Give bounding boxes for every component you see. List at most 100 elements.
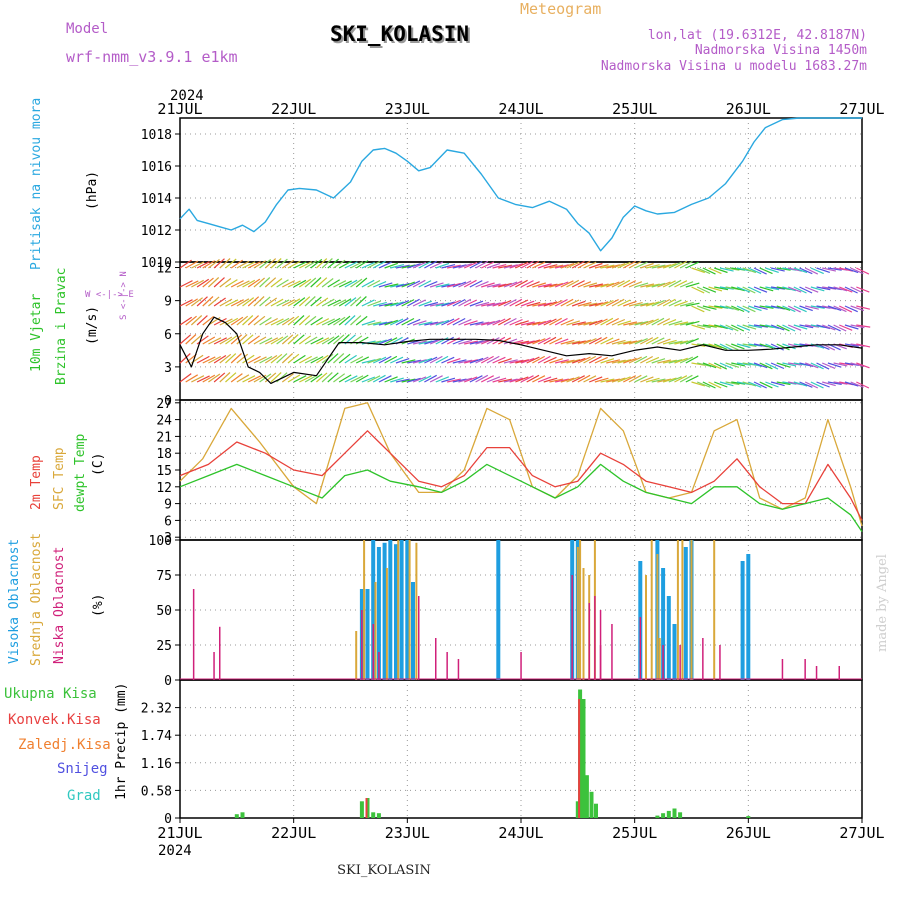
wind-barb	[850, 286, 864, 294]
wind-barb	[202, 315, 215, 326]
time-label-bottom: 26JUL	[726, 824, 771, 842]
wind-barb	[361, 299, 375, 307]
wind-barb	[424, 374, 437, 383]
wind-barb	[452, 298, 466, 307]
wind-barb	[372, 374, 386, 383]
time-label-bottom: 22JUL	[271, 824, 316, 842]
wind-barb	[316, 297, 329, 307]
cloud-bar	[815, 666, 818, 680]
wind-barb	[526, 301, 541, 307]
wind-barb	[662, 263, 677, 269]
wind-barb	[560, 339, 575, 345]
pressure-unit: (hPa)	[85, 171, 100, 210]
wind-barb	[355, 296, 367, 307]
wind-barb	[543, 318, 557, 326]
wind-barb	[287, 280, 301, 288]
wind-barb	[276, 258, 288, 269]
cloud-bar	[576, 547, 579, 680]
wind-barb	[310, 316, 323, 326]
wind-barb	[708, 362, 722, 370]
wind-barb	[702, 362, 717, 369]
wind-barb	[827, 362, 842, 368]
wind-barb	[594, 283, 609, 288]
wind-barb	[566, 320, 580, 326]
wind-barb	[748, 286, 762, 294]
time-label-bottom: 25JUL	[612, 824, 657, 842]
precip-tick-label: 1.16	[141, 757, 172, 772]
wind-barb	[390, 318, 404, 326]
wind-barb	[395, 264, 410, 269]
wind-barb	[367, 375, 381, 383]
wind-barb	[571, 280, 585, 288]
lonlat-text: lon,lat (19.6312E, 42.8187N)	[648, 28, 867, 43]
model-altitude-text: Nadmorska Visina u modelu 1683.27m	[601, 59, 867, 74]
wind-barb	[464, 359, 478, 364]
wind-barb	[333, 299, 347, 307]
cloud-bar	[372, 624, 374, 680]
wind-barb	[691, 286, 705, 294]
wind-barb	[344, 354, 357, 364]
wind-barb	[230, 280, 244, 288]
wind-barb	[770, 305, 785, 310]
cloud-bar	[192, 589, 195, 680]
wind-barb	[344, 297, 357, 307]
wind-barb	[208, 337, 222, 345]
precip-tick-label: 1.74	[141, 729, 172, 744]
wind-barb	[628, 356, 642, 364]
wind-barb	[753, 286, 768, 293]
wind-barb	[594, 318, 608, 326]
wind-barb	[787, 286, 802, 293]
wind-barb	[526, 260, 540, 269]
wind-barb	[543, 283, 558, 288]
cloud-bar	[804, 659, 806, 680]
wind-barb	[463, 279, 477, 288]
wind-barb	[560, 280, 574, 288]
wind-barb	[810, 305, 825, 309]
wind-barb	[367, 260, 381, 269]
wind-barb	[469, 340, 484, 345]
wind-barb	[804, 286, 819, 293]
wind-barb	[822, 286, 837, 290]
cloud-bar	[582, 568, 585, 680]
precip-legend-snow: Snijeg	[57, 761, 108, 777]
time-label-top: 23JUL	[385, 100, 430, 118]
wind-barb	[310, 373, 323, 383]
wind-speed-line	[179, 316, 863, 384]
wind-barb	[850, 381, 864, 388]
wind-barb	[225, 299, 239, 307]
wind-barb	[816, 267, 830, 273]
wind-barb	[418, 375, 432, 383]
precip-bar	[655, 815, 660, 818]
wind-barb	[247, 375, 262, 383]
wind-barb	[657, 318, 671, 326]
wind-barb	[276, 353, 288, 364]
wind-barb	[782, 343, 796, 350]
wind-barb	[208, 355, 222, 364]
wind-barb	[645, 336, 659, 345]
cloud-bar	[355, 631, 358, 680]
cloud-bar	[719, 645, 721, 680]
time-label-top: 24JUL	[498, 100, 543, 118]
wind-barb	[623, 300, 637, 307]
wind-barb	[821, 362, 836, 369]
wind-barb	[333, 334, 345, 345]
precip-bar	[589, 791, 594, 818]
wind-barb	[577, 301, 592, 307]
wind-barb	[418, 260, 432, 269]
wind-barb	[452, 378, 467, 383]
wind-barb	[446, 264, 461, 269]
wind-barb	[441, 377, 456, 383]
wind-barb	[247, 315, 260, 326]
wind-barb	[435, 262, 450, 269]
wind-barb	[179, 334, 191, 345]
wind-barb	[793, 381, 808, 387]
wind-barb	[378, 338, 393, 345]
wind-barb	[532, 261, 546, 269]
wind-barb	[662, 359, 677, 364]
precip-tick-label: 2.32	[141, 702, 172, 717]
wind-barb	[742, 381, 757, 387]
temp-tick-label: 27	[156, 397, 172, 412]
wind-barb	[395, 282, 410, 288]
wind-barb	[708, 286, 723, 292]
wind-barb	[844, 324, 859, 330]
